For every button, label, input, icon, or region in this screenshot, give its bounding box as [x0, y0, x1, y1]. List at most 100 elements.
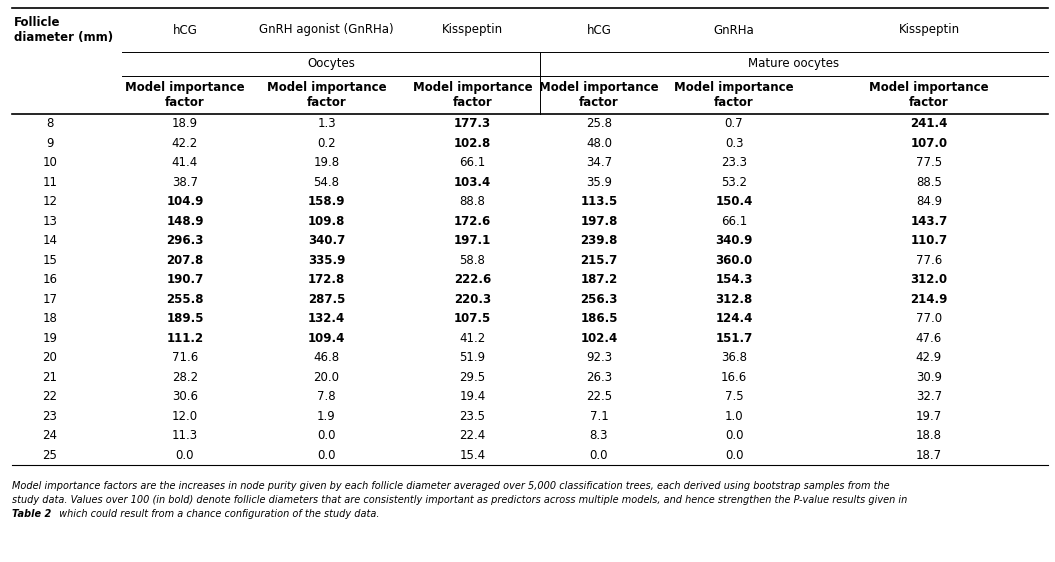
Text: 197.8: 197.8 — [580, 215, 617, 228]
Text: 23.5: 23.5 — [460, 410, 485, 423]
Text: 241.4: 241.4 — [910, 117, 947, 130]
Text: 1.3: 1.3 — [318, 117, 335, 130]
Text: 13: 13 — [42, 215, 57, 228]
Text: 54.8: 54.8 — [313, 176, 340, 189]
Text: 53.2: 53.2 — [721, 176, 747, 189]
Text: 256.3: 256.3 — [580, 293, 617, 306]
Text: 21: 21 — [42, 371, 58, 384]
Text: 148.9: 148.9 — [167, 215, 204, 228]
Text: 7.5: 7.5 — [725, 390, 744, 404]
Text: Model importance
factor: Model importance factor — [126, 81, 245, 109]
Text: 172.6: 172.6 — [454, 215, 492, 228]
Text: 172.8: 172.8 — [308, 273, 345, 286]
Text: 22: 22 — [42, 390, 58, 404]
Text: 222.6: 222.6 — [454, 273, 492, 286]
Text: Kisspeptin: Kisspeptin — [442, 24, 503, 37]
Text: Follicle
diameter (mm): Follicle diameter (mm) — [14, 16, 113, 44]
Text: 104.9: 104.9 — [167, 195, 204, 209]
Text: 58.8: 58.8 — [460, 254, 485, 267]
Text: 12.0: 12.0 — [172, 410, 198, 423]
Text: 30.9: 30.9 — [916, 371, 942, 384]
Text: 0.0: 0.0 — [725, 448, 744, 462]
Text: 14: 14 — [42, 234, 58, 247]
Text: 23.3: 23.3 — [721, 156, 747, 169]
Text: 16.6: 16.6 — [721, 371, 747, 384]
Text: Oocytes: Oocytes — [307, 57, 354, 70]
Text: 88.8: 88.8 — [460, 195, 485, 209]
Text: 207.8: 207.8 — [167, 254, 204, 267]
Text: study data. Values over 100 (in bold) denote follicle diameters that are consist: study data. Values over 100 (in bold) de… — [12, 495, 907, 505]
Text: 102.4: 102.4 — [580, 332, 617, 345]
Text: 19.7: 19.7 — [916, 410, 942, 423]
Text: 41.4: 41.4 — [172, 156, 198, 169]
Text: 110.7: 110.7 — [910, 234, 947, 247]
Text: 109.4: 109.4 — [308, 332, 345, 345]
Text: 25: 25 — [42, 448, 57, 462]
Text: 19: 19 — [42, 332, 58, 345]
Text: 9: 9 — [46, 137, 54, 149]
Text: 190.7: 190.7 — [167, 273, 204, 286]
Text: 8.3: 8.3 — [590, 429, 609, 442]
Text: hCG: hCG — [587, 24, 612, 37]
Text: 16: 16 — [42, 273, 58, 286]
Text: 0.2: 0.2 — [318, 137, 335, 149]
Text: 151.7: 151.7 — [715, 332, 752, 345]
Text: 42.9: 42.9 — [916, 351, 942, 364]
Text: 38.7: 38.7 — [172, 176, 198, 189]
Text: 35.9: 35.9 — [586, 176, 612, 189]
Text: 113.5: 113.5 — [580, 195, 617, 209]
Text: 18: 18 — [42, 312, 57, 325]
Text: 29.5: 29.5 — [459, 371, 485, 384]
Text: 30.6: 30.6 — [172, 390, 198, 404]
Text: 215.7: 215.7 — [580, 254, 617, 267]
Text: 92.3: 92.3 — [586, 351, 612, 364]
Text: 18.7: 18.7 — [916, 448, 942, 462]
Text: 15.4: 15.4 — [459, 448, 485, 462]
Text: 197.1: 197.1 — [454, 234, 492, 247]
Text: 255.8: 255.8 — [167, 293, 204, 306]
Text: 41.2: 41.2 — [459, 332, 485, 345]
Text: 312.0: 312.0 — [910, 273, 947, 286]
Text: 189.5: 189.5 — [167, 312, 204, 325]
Text: Model importance factors are the increases in node purity given by each follicle: Model importance factors are the increas… — [12, 481, 889, 491]
Text: 107.5: 107.5 — [454, 312, 492, 325]
Text: 19.8: 19.8 — [313, 156, 340, 169]
Text: 34.7: 34.7 — [586, 156, 612, 169]
Text: 48.0: 48.0 — [586, 137, 612, 149]
Text: 11.3: 11.3 — [172, 429, 198, 442]
Text: which could result from a chance configuration of the study data.: which could result from a chance configu… — [56, 509, 380, 519]
Text: 26.3: 26.3 — [586, 371, 612, 384]
Text: 158.9: 158.9 — [308, 195, 345, 209]
Text: 10: 10 — [42, 156, 57, 169]
Text: 186.5: 186.5 — [580, 312, 618, 325]
Text: 20: 20 — [42, 351, 57, 364]
Text: 19.4: 19.4 — [459, 390, 485, 404]
Text: 84.9: 84.9 — [916, 195, 942, 209]
Text: 102.8: 102.8 — [454, 137, 492, 149]
Text: 24: 24 — [42, 429, 58, 442]
Text: 71.6: 71.6 — [172, 351, 198, 364]
Text: 0.0: 0.0 — [590, 448, 609, 462]
Text: 335.9: 335.9 — [308, 254, 345, 267]
Text: 111.2: 111.2 — [167, 332, 204, 345]
Text: 46.8: 46.8 — [313, 351, 340, 364]
Text: 18.9: 18.9 — [172, 117, 198, 130]
Text: 7.8: 7.8 — [318, 390, 335, 404]
Text: 18.8: 18.8 — [916, 429, 942, 442]
Text: Model importance
factor: Model importance factor — [869, 81, 989, 109]
Text: 124.4: 124.4 — [715, 312, 752, 325]
Text: 22.5: 22.5 — [586, 390, 612, 404]
Text: 220.3: 220.3 — [454, 293, 491, 306]
Text: 312.8: 312.8 — [715, 293, 752, 306]
Text: 296.3: 296.3 — [167, 234, 204, 247]
Text: 154.3: 154.3 — [715, 273, 752, 286]
Text: 0.0: 0.0 — [725, 429, 744, 442]
Text: 47.6: 47.6 — [916, 332, 942, 345]
Text: 1.9: 1.9 — [318, 410, 335, 423]
Text: 132.4: 132.4 — [308, 312, 345, 325]
Text: Mature oocytes: Mature oocytes — [748, 57, 840, 70]
Text: 0.0: 0.0 — [176, 448, 194, 462]
Text: Model importance
factor: Model importance factor — [267, 81, 386, 109]
Text: 28.2: 28.2 — [172, 371, 198, 384]
Text: 25.8: 25.8 — [586, 117, 612, 130]
